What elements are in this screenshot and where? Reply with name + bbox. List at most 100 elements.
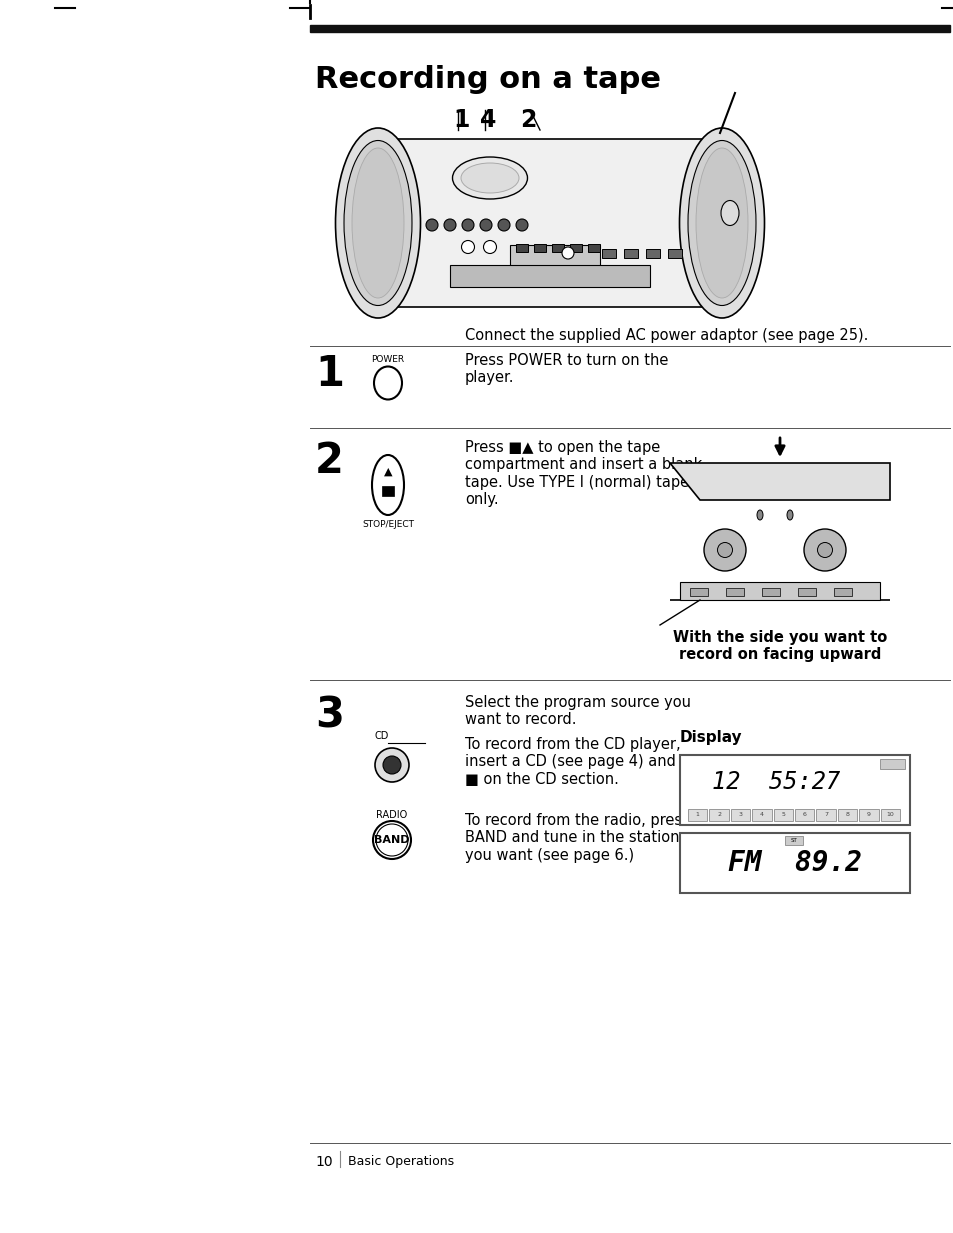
Ellipse shape xyxy=(696,148,747,298)
Ellipse shape xyxy=(461,219,474,231)
Bar xyxy=(569,244,581,252)
Ellipse shape xyxy=(461,240,474,254)
Text: 3: 3 xyxy=(314,695,344,737)
Text: FM  89.2: FM 89.2 xyxy=(727,850,862,877)
Bar xyxy=(310,25,949,32)
Text: Press ■▲ to open the tape
compartment and insert a blank
tape. Use TYPE I (norma: Press ■▲ to open the tape compartment an… xyxy=(464,440,701,507)
Text: 3: 3 xyxy=(738,813,741,817)
Text: With the side you want to
record on facing upward: With the side you want to record on faci… xyxy=(672,630,886,662)
Text: 6: 6 xyxy=(801,813,806,817)
Ellipse shape xyxy=(426,219,437,231)
Polygon shape xyxy=(669,464,889,501)
Text: 10: 10 xyxy=(314,1155,333,1169)
Bar xyxy=(450,265,649,287)
Bar xyxy=(773,809,792,821)
Ellipse shape xyxy=(443,219,456,231)
Text: 1: 1 xyxy=(314,353,344,395)
Text: Recording on a tape: Recording on a tape xyxy=(314,65,660,94)
Ellipse shape xyxy=(335,128,420,318)
Text: 7: 7 xyxy=(823,813,827,817)
Text: To record from the CD player,
insert a CD (see page 4) and press
■ on the CD sec: To record from the CD player, insert a C… xyxy=(464,737,720,787)
Bar xyxy=(601,249,616,258)
Ellipse shape xyxy=(373,821,411,859)
Bar xyxy=(816,809,835,821)
Ellipse shape xyxy=(375,748,409,782)
Text: Select the program source you
want to record.: Select the program source you want to re… xyxy=(464,695,690,727)
Bar xyxy=(797,588,815,596)
Bar xyxy=(859,809,878,821)
Bar xyxy=(751,809,771,821)
Bar xyxy=(645,249,659,258)
Ellipse shape xyxy=(516,219,527,231)
Bar xyxy=(667,249,681,258)
Text: 2: 2 xyxy=(314,440,343,482)
Text: 2: 2 xyxy=(717,813,720,817)
Bar xyxy=(794,809,814,821)
Ellipse shape xyxy=(375,824,408,856)
Text: ▲: ▲ xyxy=(383,467,392,477)
Text: POWER: POWER xyxy=(371,355,404,364)
Bar xyxy=(623,249,638,258)
Bar xyxy=(516,244,527,252)
Ellipse shape xyxy=(720,201,739,226)
Text: 8: 8 xyxy=(844,813,848,817)
FancyBboxPatch shape xyxy=(386,139,713,307)
Bar xyxy=(709,809,728,821)
Ellipse shape xyxy=(352,148,403,298)
Ellipse shape xyxy=(786,510,792,520)
Text: BAND: BAND xyxy=(374,835,410,845)
Bar xyxy=(730,809,749,821)
Ellipse shape xyxy=(803,529,845,571)
Bar xyxy=(879,760,904,769)
Bar xyxy=(725,588,743,596)
Bar xyxy=(510,245,599,268)
Text: ST: ST xyxy=(790,837,797,842)
Bar xyxy=(587,244,599,252)
Ellipse shape xyxy=(679,128,763,318)
Ellipse shape xyxy=(460,163,518,194)
Bar xyxy=(880,809,899,821)
Ellipse shape xyxy=(757,510,762,520)
Bar xyxy=(679,755,909,825)
Bar xyxy=(552,244,563,252)
Text: 4: 4 xyxy=(760,813,763,817)
Text: 5: 5 xyxy=(781,813,784,817)
Ellipse shape xyxy=(382,756,400,774)
Ellipse shape xyxy=(452,157,527,199)
Text: 9: 9 xyxy=(866,813,870,817)
Text: 4: 4 xyxy=(479,109,496,132)
Ellipse shape xyxy=(344,141,412,306)
Ellipse shape xyxy=(479,219,492,231)
Ellipse shape xyxy=(561,247,574,259)
Text: 1: 1 xyxy=(695,813,699,817)
Ellipse shape xyxy=(374,366,401,399)
Text: RADIO: RADIO xyxy=(376,810,407,820)
Bar xyxy=(833,588,851,596)
Bar xyxy=(761,588,780,596)
Text: To record from the radio, press
BAND and tune in the station
you want (see page : To record from the radio, press BAND and… xyxy=(464,813,689,863)
Bar xyxy=(837,809,857,821)
Bar xyxy=(381,486,394,496)
Text: Basic Operations: Basic Operations xyxy=(348,1155,454,1168)
Text: 10: 10 xyxy=(885,813,893,817)
Text: Connect the supplied AC power adaptor (see page 25).: Connect the supplied AC power adaptor (s… xyxy=(464,328,867,343)
Ellipse shape xyxy=(483,240,496,254)
Ellipse shape xyxy=(717,543,732,557)
Bar xyxy=(784,836,802,845)
Bar xyxy=(534,244,545,252)
Text: 2: 2 xyxy=(519,109,536,132)
Text: Press POWER to turn on the
player.: Press POWER to turn on the player. xyxy=(464,353,668,386)
Ellipse shape xyxy=(687,141,755,306)
Bar xyxy=(687,809,707,821)
Text: 12  55:27: 12 55:27 xyxy=(712,769,840,794)
Ellipse shape xyxy=(497,219,510,231)
Ellipse shape xyxy=(817,543,832,557)
Bar xyxy=(689,588,707,596)
Bar xyxy=(679,834,909,893)
Text: CD: CD xyxy=(375,731,389,741)
Text: 1: 1 xyxy=(453,109,469,132)
Ellipse shape xyxy=(703,529,745,571)
Text: Display: Display xyxy=(679,730,741,745)
Ellipse shape xyxy=(372,455,403,515)
Text: STOP/EJECT: STOP/EJECT xyxy=(361,520,414,529)
